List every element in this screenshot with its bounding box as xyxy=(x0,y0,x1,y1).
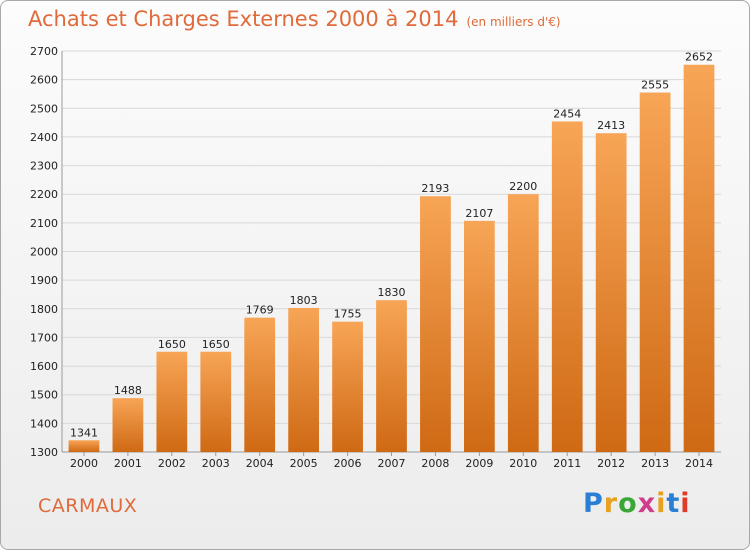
x-tick-label-2012: 2012 xyxy=(597,457,625,470)
data-label-2004: 1769 xyxy=(246,304,274,317)
y-tick-label: 2500 xyxy=(30,102,58,115)
data-label-2003: 1650 xyxy=(202,338,230,351)
bar-2008 xyxy=(420,196,451,452)
x-tick-label-2000: 2000 xyxy=(70,457,98,470)
data-label-2014: 2652 xyxy=(685,51,713,64)
bar-2012 xyxy=(595,133,627,452)
data-label-2008: 2193 xyxy=(421,182,449,195)
x-tick-label-2002: 2002 xyxy=(158,457,186,470)
bar-2006 xyxy=(332,321,363,452)
data-label-2009: 2107 xyxy=(465,207,493,220)
x-tick-label-2009: 2009 xyxy=(465,457,493,470)
bar-2001 xyxy=(112,398,144,452)
data-label-2001: 1488 xyxy=(114,384,142,397)
bar-2003 xyxy=(200,351,232,452)
data-label-2006: 1755 xyxy=(334,308,362,321)
y-tick-label: 1700 xyxy=(30,331,58,344)
y-tick-label: 1400 xyxy=(30,417,58,430)
logo-letter: r xyxy=(603,488,619,519)
y-tick-label: 2200 xyxy=(30,188,58,201)
y-tick-label: 1800 xyxy=(30,303,58,316)
y-tick-label: 2600 xyxy=(30,74,58,87)
x-tick-label-2006: 2006 xyxy=(334,457,362,470)
logo-letter: o xyxy=(618,488,638,519)
bar-2013 xyxy=(639,92,671,453)
chart-title: Achats et Charges Externes 2000 à 2014 xyxy=(28,7,459,31)
data-label-2000: 1341 xyxy=(70,426,98,439)
data-label-2005: 1803 xyxy=(290,294,318,307)
bar-2002 xyxy=(156,351,188,452)
x-tick-label-2003: 2003 xyxy=(202,457,230,470)
logo-letter: t xyxy=(666,488,681,519)
data-label-2011: 2454 xyxy=(553,107,581,120)
city-name: CARMAUX xyxy=(38,495,138,517)
x-tick-label-2010: 2010 xyxy=(509,457,537,470)
y-tick-label: 1500 xyxy=(30,389,58,402)
y-tick-label: 1600 xyxy=(30,360,58,373)
bar-2010 xyxy=(507,194,539,452)
data-label-2013: 2555 xyxy=(641,79,669,92)
bar-2007 xyxy=(376,300,407,452)
data-label-2007: 1830 xyxy=(378,286,406,299)
bar-2014 xyxy=(683,64,715,453)
proxiti-logo[interactable]: Proxiti xyxy=(583,488,691,519)
logo-letter: x xyxy=(637,488,657,519)
data-label-2010: 2200 xyxy=(509,180,537,193)
y-tick-label: 1300 xyxy=(30,446,58,459)
bar-2011 xyxy=(551,121,583,452)
x-tick-label-2008: 2008 xyxy=(421,457,449,470)
logo-letter: i xyxy=(656,488,667,519)
y-tick-label: 2400 xyxy=(30,131,58,144)
y-tick-label: 2000 xyxy=(30,246,58,259)
x-tick-label-2005: 2005 xyxy=(290,457,318,470)
bar-2005 xyxy=(288,307,320,452)
chart-subtitle: (en milliers d'€) xyxy=(466,15,561,29)
y-tick-label: 1900 xyxy=(30,274,58,287)
bar-2009 xyxy=(463,220,495,452)
chart-title-block: Achats et Charges Externes 2000 à 2014 (e… xyxy=(28,7,561,31)
x-tick-label-2004: 2004 xyxy=(246,457,274,470)
y-tick-label: 2700 xyxy=(30,45,58,58)
x-tick-label-2014: 2014 xyxy=(685,457,713,470)
bar-2000 xyxy=(68,440,100,452)
y-tick-label: 2100 xyxy=(30,217,58,230)
x-tick-label-2001: 2001 xyxy=(114,457,142,470)
bar-2004 xyxy=(244,317,276,452)
data-label-2002: 1650 xyxy=(158,338,186,351)
x-tick-label-2007: 2007 xyxy=(378,457,406,470)
x-tick-label-2011: 2011 xyxy=(553,457,581,470)
x-tick-label-2013: 2013 xyxy=(641,457,669,470)
y-tick-label: 2300 xyxy=(30,160,58,173)
logo-letter: P xyxy=(583,488,604,519)
data-label-2012: 2413 xyxy=(597,119,625,132)
logo-letter: i xyxy=(680,488,691,519)
